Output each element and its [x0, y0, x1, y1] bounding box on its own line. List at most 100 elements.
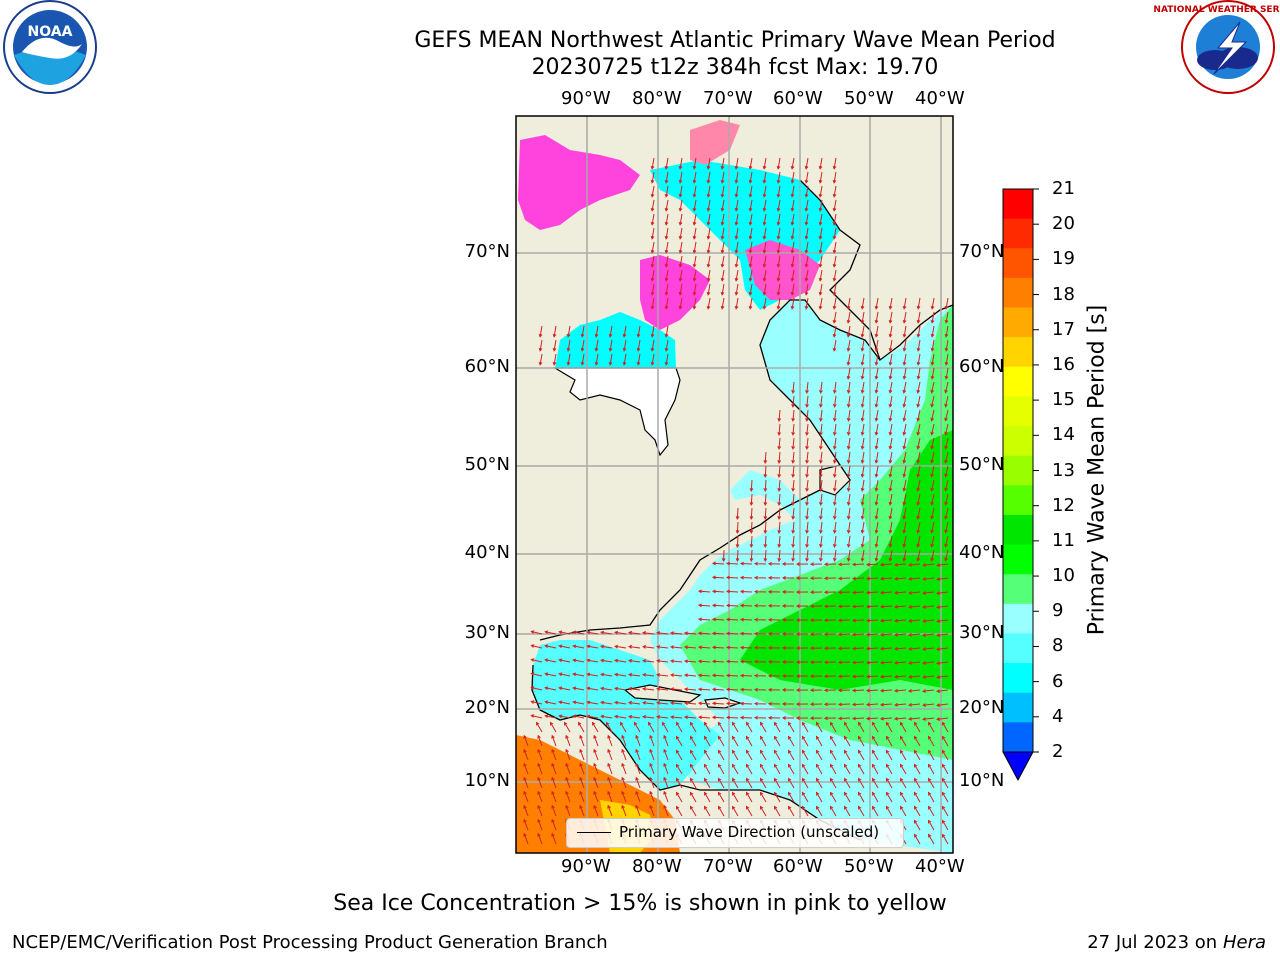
- wave-arrow: [670, 687, 683, 692]
- lat-label-right-50n: 50°N: [959, 454, 1005, 475]
- wave-arrow: [558, 658, 571, 663]
- wave-arrow: [832, 423, 837, 436]
- wave-arrow: [818, 283, 823, 296]
- wave-arrow: [759, 763, 767, 775]
- wave-arrow: [731, 749, 739, 761]
- wave-arrow: [871, 805, 879, 817]
- wave-arrow: [697, 659, 711, 664]
- wave-arrow: [749, 535, 754, 549]
- colorbar-tick-label: 17: [1052, 318, 1075, 340]
- wave-arrow: [916, 549, 921, 562]
- wave-arrow: [860, 395, 865, 408]
- wave-arrow: [819, 535, 823, 548]
- wave-arrow: [678, 297, 683, 310]
- wave-arrow: [739, 575, 753, 580]
- colorbar-swatch: [1003, 574, 1033, 605]
- wave-arrow: [851, 562, 865, 567]
- coastline-hispaniola: [704, 697, 742, 709]
- wave-arrow: [663, 734, 669, 747]
- wave-arrow: [804, 157, 809, 170]
- wave-arrow: [888, 311, 893, 324]
- wave-arrow: [745, 721, 753, 733]
- wave-arrow: [843, 805, 851, 817]
- wave-arrow: [837, 646, 851, 651]
- sea-ice-northern-edge: [690, 120, 740, 165]
- wave-arrow: [823, 604, 837, 609]
- map-frame: [515, 115, 954, 854]
- wave-arrow: [795, 618, 809, 622]
- wave-arrow: [706, 157, 711, 170]
- wave-arrow: [767, 603, 781, 608]
- lon-label-top-90w: 90°W: [561, 88, 611, 109]
- wave-arrow: [879, 632, 893, 637]
- wave-arrow: [829, 749, 837, 761]
- wave-arrow: [776, 185, 781, 198]
- wave-arrow: [734, 255, 739, 268]
- wave-arrow: [579, 790, 585, 803]
- wave-arrow: [720, 227, 725, 240]
- wave-arrow: [678, 255, 683, 268]
- wave-arrow: [865, 576, 879, 581]
- wave-arrow: [642, 687, 655, 691]
- wave-arrow: [530, 714, 543, 719]
- wave-arrow: [608, 353, 613, 366]
- wave-arrow: [777, 521, 782, 535]
- wave-arrow: [936, 591, 949, 595]
- wave-arrow: [846, 409, 851, 422]
- wave-arrow: [818, 157, 823, 170]
- wave-arrow: [572, 658, 585, 663]
- wave-arrow: [936, 577, 949, 581]
- wave-arrow: [801, 791, 809, 803]
- wave-arrow: [930, 479, 935, 492]
- sea-ice-baffin: [745, 240, 820, 300]
- wave-arrow: [944, 297, 949, 310]
- wave-arrow: [851, 618, 865, 623]
- wave-arrow: [837, 590, 851, 595]
- wave-arrow: [739, 631, 753, 636]
- wave-arrow: [683, 687, 697, 692]
- wave-arrow: [902, 437, 907, 450]
- wave-arrow: [734, 297, 739, 310]
- wave-arrow: [675, 763, 683, 775]
- wave-arrow: [628, 644, 641, 649]
- wave-arrow: [846, 549, 851, 562]
- wave-arrow: [791, 479, 796, 492]
- wave-arrow: [759, 735, 767, 747]
- wave-arrow: [944, 381, 949, 394]
- wave-arrow: [776, 213, 781, 226]
- wave-arrow: [899, 777, 907, 789]
- wave-arrow: [734, 241, 739, 254]
- wave-arrow: [734, 171, 739, 184]
- wave-arrow: [544, 630, 557, 635]
- wave-arrow: [675, 777, 683, 789]
- wave-arrow: [902, 311, 907, 324]
- wave-arrow: [763, 549, 768, 563]
- colorbar-swatch: [1003, 722, 1033, 753]
- wave-arrow: [846, 297, 851, 310]
- wave-arrow: [697, 673, 711, 678]
- wave-arrow: [790, 199, 795, 212]
- wave-arrow: [594, 353, 599, 366]
- wave-arrow: [678, 185, 683, 198]
- wave-arrow: [697, 715, 711, 720]
- wave-arrow: [777, 409, 782, 423]
- wave-arrow: [579, 748, 585, 761]
- wave-arrow: [711, 603, 725, 608]
- wave-arrow: [860, 311, 865, 324]
- wave-arrow: [650, 241, 655, 254]
- wave-arrow: [944, 395, 949, 408]
- colorbar-swatch: [1003, 455, 1033, 486]
- wave-arrow: [711, 687, 725, 692]
- wave-arrow: [656, 645, 669, 649]
- wave-arrow: [860, 353, 865, 366]
- wave-arrow: [837, 702, 851, 707]
- wave-arrow: [832, 213, 837, 226]
- colorbar-swatch: [1003, 396, 1033, 427]
- wave-arrow: [734, 283, 739, 296]
- wave-arrow: [851, 660, 865, 665]
- wave-arrow: [670, 715, 683, 720]
- wave-arrow: [607, 734, 613, 747]
- wave-arrow: [703, 749, 711, 761]
- wave-arrow: [893, 660, 907, 665]
- lon-label-bottom-70w: 70°W: [703, 856, 753, 877]
